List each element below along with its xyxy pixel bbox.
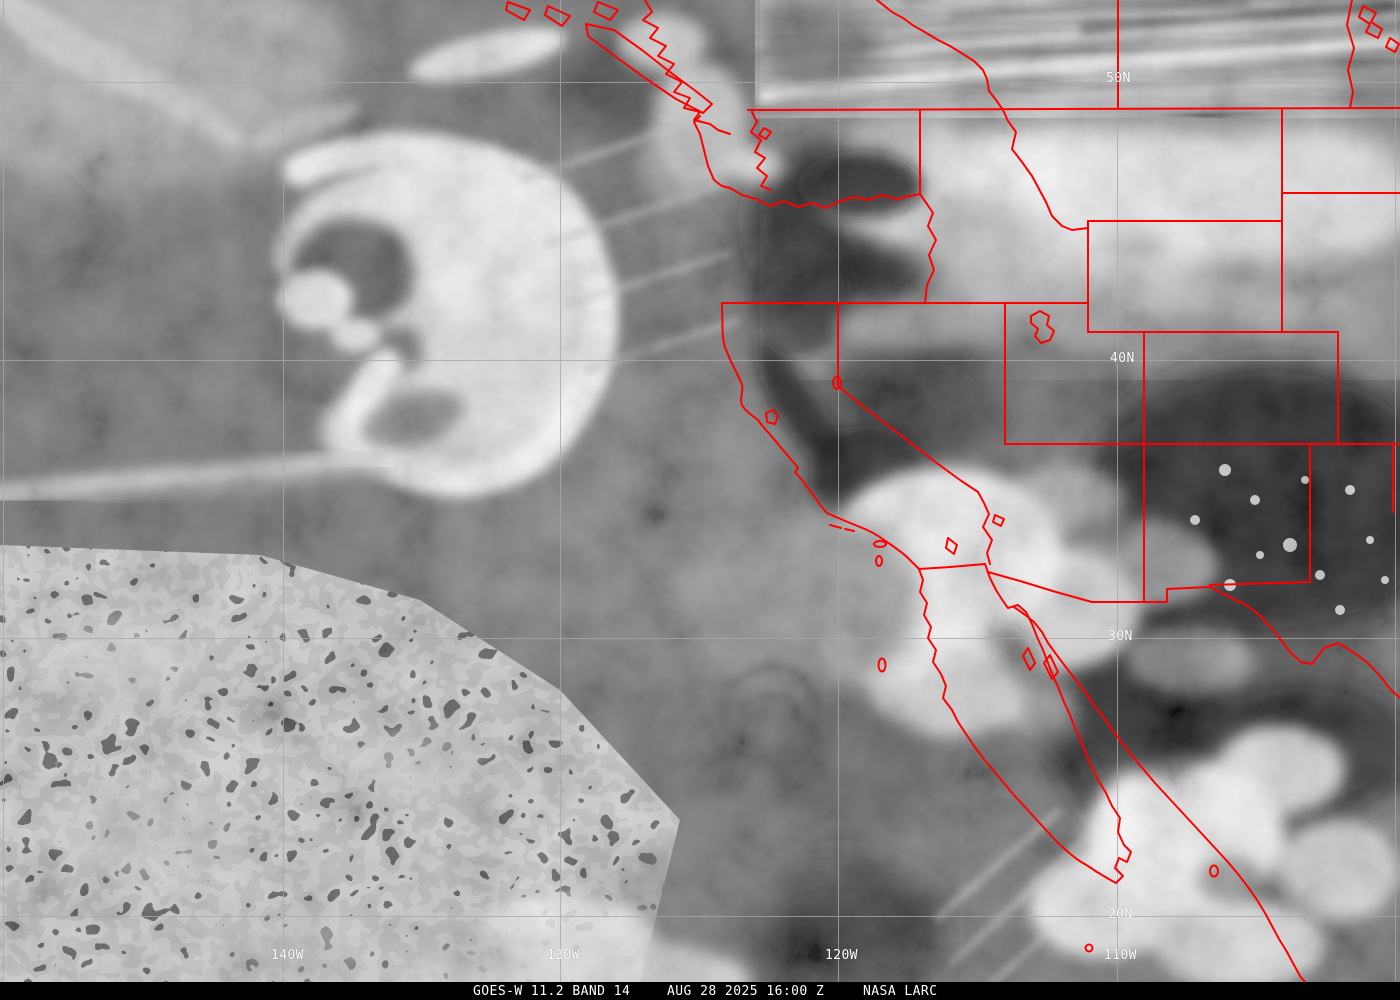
caption-credit: NASA LARC [863,984,938,999]
lon-label-130w: 130W [547,948,580,963]
caption-datetime: AUG 28 2025 16:00 Z [667,984,825,999]
lat-label-50n: 50N [1106,71,1131,86]
caption-instrument: GOES-W 11.2 BAND 14 [473,984,631,999]
map-borders-overlay [505,0,1400,982]
lon-label-120w: 120W [825,948,858,963]
lat-label-20n: 20N [1108,907,1133,922]
lon-label-140w: 140W [271,948,304,963]
lat-label-40n: 40N [1110,351,1135,366]
lat-label-30n: 30N [1108,629,1133,644]
caption-bar: GOES-W 11.2 BAND 14 AUG 28 2025 16:00 Z … [0,982,1400,1000]
lon-label-110w: 110W [1104,948,1137,963]
